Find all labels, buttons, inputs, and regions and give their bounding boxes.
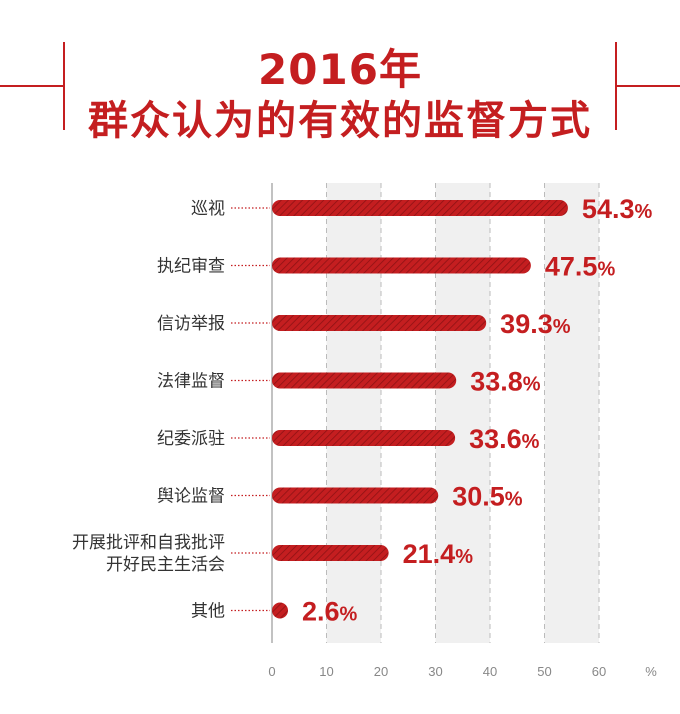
x-axis-unit: %	[645, 664, 657, 679]
category-label: 开展批评和自我批评	[72, 533, 225, 553]
value-label: 54.3%	[582, 194, 653, 224]
x-axis-ticks: 0 10 20 30 40 50 60%	[268, 664, 657, 679]
x-tick-label: 30	[428, 664, 442, 679]
value-unit: %	[505, 489, 523, 511]
value-number: 2.6	[302, 597, 340, 627]
value-label: 30.5%	[452, 482, 523, 512]
x-tick-label: 60	[592, 664, 606, 679]
category-label: 舆论监督	[157, 487, 225, 507]
value-unit: %	[634, 201, 652, 223]
value-number: 39.3	[500, 309, 553, 339]
value-unit: %	[523, 374, 541, 396]
background-band	[435, 183, 490, 643]
bar-row: 纪委派驻 33.6%	[157, 424, 540, 454]
category-label: 纪委派驻	[157, 429, 225, 449]
background-band	[544, 183, 599, 643]
title-decoration	[0, 42, 680, 130]
bar	[272, 602, 288, 619]
category-label: 其他	[191, 602, 225, 622]
value-unit: %	[340, 604, 358, 626]
bar-row: 巡视 54.3%	[191, 194, 652, 224]
bar	[272, 430, 456, 446]
value-number: 33.6	[469, 424, 522, 454]
value-label: 39.3%	[500, 309, 571, 339]
bar	[272, 257, 531, 274]
bar-row: 执纪审查 47.5%	[157, 252, 615, 282]
value-label: 21.4%	[403, 539, 474, 569]
value-number: 33.8	[470, 367, 523, 397]
value-number: 21.4	[403, 539, 456, 569]
category-label: 开好民主生活会	[106, 555, 225, 575]
title-block: 2016年 群众认为的有效的监督方式	[0, 0, 680, 160]
bar	[272, 487, 439, 504]
value-label: 33.8%	[470, 367, 541, 397]
value-number: 30.5	[452, 482, 505, 512]
value-unit: %	[597, 259, 615, 281]
chart-title: 群众认为的有效的监督方式	[88, 98, 592, 144]
bar-rows: 巡视 54.3% 执纪审查 47.5% 信访举报 39.3% 法律监督 33.8% 纪委派驻 33…	[72, 194, 652, 627]
chart-title-year: 2016年	[258, 45, 422, 94]
bar-row: 舆论监督 30.5%	[157, 482, 523, 512]
bar-row: 法律监督 33.8%	[157, 367, 541, 397]
bar	[272, 545, 389, 561]
value-unit: %	[553, 316, 571, 338]
category-label: 信访举报	[157, 314, 225, 334]
x-tick-label: 0	[268, 664, 275, 679]
bar	[272, 315, 487, 331]
value-label: 2.6%	[302, 597, 358, 627]
category-label: 巡视	[191, 199, 225, 219]
category-label: 法律监督	[157, 372, 225, 392]
value-label: 33.6%	[469, 424, 540, 454]
bar	[272, 200, 568, 216]
background-band	[326, 183, 381, 643]
bar-row: 信访举报 39.3%	[157, 309, 571, 339]
x-tick-label: 50	[537, 664, 551, 679]
bar-row: 其他 2.6%	[191, 597, 358, 627]
value-unit: %	[522, 431, 540, 453]
x-tick-label: 20	[374, 664, 388, 679]
value-unit: %	[455, 546, 473, 568]
category-label: 执纪审查	[157, 257, 225, 277]
x-tick-label: 10	[319, 664, 333, 679]
value-label: 47.5%	[545, 252, 616, 282]
x-tick-label: 40	[483, 664, 497, 679]
bar	[272, 372, 457, 389]
value-number: 47.5	[545, 252, 598, 282]
value-number: 54.3	[582, 194, 635, 224]
